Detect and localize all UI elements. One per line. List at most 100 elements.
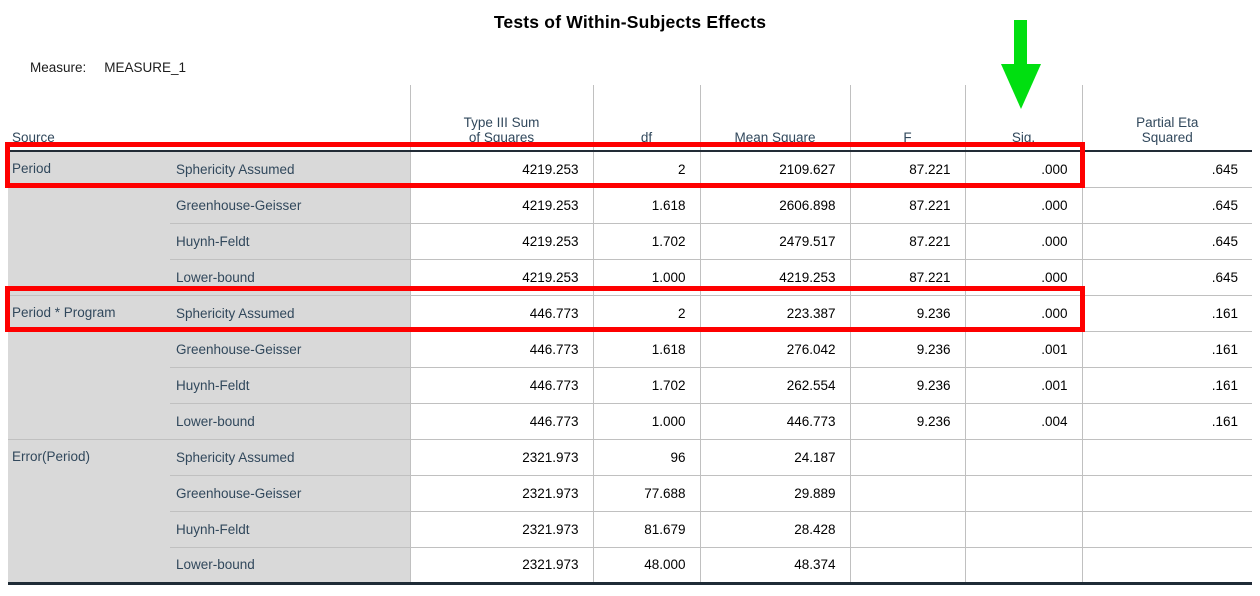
value-cell-df: 48.000 [592,547,700,583]
value-cell-eta [1081,439,1252,476]
col-header-source: Source [8,85,170,152]
value-cell-df: 1.618 [592,331,700,368]
value-cell-sig: .000 [964,151,1082,188]
table-title: Tests of Within-Subjects Effects [493,12,767,32]
value-cell-ms: 223.387 [699,295,850,332]
table-row: Greenhouse-Geisser 446.773 1.618 276.042 9.2… [8,331,1252,368]
red-highlight-box-interaction-row [5,286,1085,332]
value-cell-ms: 276.042 [699,331,850,368]
source-cell: Period * Program [8,295,170,440]
table-row: Huynh-Feldt 4219.253 1.702 2479.517 87.221.0… [8,223,1252,260]
value-cell-sig [964,439,1082,476]
table-row: Error(Period) Sphericity Assumed 2321.973 9… [8,439,1252,584]
value-cell-eta [1081,547,1252,583]
value-cell-f: 9.236 [849,403,965,440]
method-cell: Sphericity Assumed [170,439,410,476]
value-cell-eta: .161 [1081,403,1252,440]
method-cell: Greenhouse-Geisser [170,475,410,512]
value-cell-ss: 446.773 [409,403,593,440]
value-cell-eta: .161 [1081,367,1252,404]
value-cell-ms: 262.554 [699,367,850,404]
value-cell-eta: .161 [1081,331,1252,368]
value-cell-f [849,475,965,512]
value-cell-f [849,439,965,476]
value-cell-df: 1.000 [592,403,700,440]
value-cell-f: 87.221 [849,151,965,188]
method-cell: Greenhouse-Geisser [170,331,410,368]
header-row: Source Type III Sum of Squares df Mean S… [8,85,1252,152]
value-cell-f: 87.221 [849,223,965,260]
value-cell-ms: 446.773 [699,403,850,440]
table-row: Huynh-Feldt 446.773 1.702 262.554 9.236.001.… [8,367,1252,404]
value-cell-f [849,511,965,548]
value-cell-ss: 2321.973 [409,511,593,548]
value-cell-eta [1081,511,1252,548]
method-cell: Sphericity Assumed [170,151,410,188]
method-cell: Lower-bound [170,547,410,583]
value-cell-eta: .645 [1081,223,1252,260]
value-cell-ss: 4219.253 [409,223,593,260]
table-row: Period * Program Sphericity Assumed 446.77… [8,295,1252,440]
value-cell-ss: 4219.253 [409,151,593,188]
method-cell: Greenhouse-Geisser [170,187,410,224]
method-cell: Huynh-Feldt [170,511,410,548]
value-cell-sig: .000 [964,187,1082,224]
method-cell: Huynh-Feldt [170,223,410,260]
table-row: Greenhouse-Geisser 2321.973 77.688 29.889 [8,475,1252,512]
col-header-f: F [849,85,965,152]
value-cell-ms: 29.889 [699,475,850,512]
value-cell-df: 1.702 [592,367,700,404]
method-cell: Huynh-Feldt [170,367,410,404]
table-row: Huynh-Feldt 2321.973 81.679 28.428 [8,511,1252,548]
value-cell-f: 87.221 [849,187,965,224]
value-cell-eta [1081,475,1252,512]
value-cell-ss: 446.773 [409,331,593,368]
value-cell-f: 9.236 [849,295,965,332]
value-cell-ms: 2109.627 [699,151,850,188]
col-header-df: df [592,85,700,152]
value-cell-sig: .004 [964,403,1082,440]
value-cell-ss: 446.773 [409,367,593,404]
value-cell-eta: .645 [1081,259,1252,296]
col-header-mean-square: Mean Square [699,85,850,152]
table-body: Period Sphericity Assumed 4219.253 2 2109.62… [8,151,1252,584]
value-cell-ss: 4219.253 [409,187,593,224]
measure-label: Measure: [30,60,87,75]
value-cell-df: 96 [592,439,700,476]
value-cell-ms: 28.428 [699,511,850,548]
value-cell-df: 81.679 [592,511,700,548]
col-header-partial-eta-squared: Partial Eta Squared [1081,85,1252,152]
source-cell: Period [8,151,170,296]
table-row: Lower-bound 2321.973 48.000 48.374 [8,547,1252,583]
method-cell: Lower-bound [170,403,410,440]
value-cell-ss: 2321.973 [409,439,593,476]
table-row: Greenhouse-Geisser 4219.253 1.618 2606.898 8… [8,187,1252,224]
value-cell-eta: .645 [1081,151,1252,188]
value-cell-ss: 2321.973 [409,475,593,512]
value-cell-f: 9.236 [849,331,965,368]
measure-value: MEASURE_1 [104,60,187,75]
value-cell-sig: .001 [964,331,1082,368]
value-cell-df: 77.688 [592,475,700,512]
value-cell-df: 1.618 [592,187,700,224]
red-highlight-box-period-row [5,142,1085,188]
col-header-method [170,85,410,152]
value-cell-eta: .645 [1081,187,1252,224]
value-cell-sig [964,511,1082,548]
col-header-type-iii-sum-of-squares: Type III Sum of Squares [409,85,593,152]
method-cell: Sphericity Assumed [170,295,410,332]
source-cell: Error(Period) [8,439,170,584]
value-cell-ms: 2479.517 [699,223,850,260]
value-cell-df: 1.702 [592,223,700,260]
measure-line: Measure: MEASURE_1 [30,60,186,75]
value-cell-ms: 2606.898 [699,187,850,224]
value-cell-ms: 24.187 [699,439,850,476]
value-cell-sig: .001 [964,367,1082,404]
value-cell-sig: .000 [964,223,1082,260]
value-cell-eta: .161 [1081,295,1252,332]
value-cell-f [849,547,965,583]
value-cell-ss: 2321.973 [409,547,593,583]
value-cell-sig [964,475,1082,512]
table-row: Lower-bound 446.773 1.000 446.773 9.236.004.… [8,403,1252,440]
